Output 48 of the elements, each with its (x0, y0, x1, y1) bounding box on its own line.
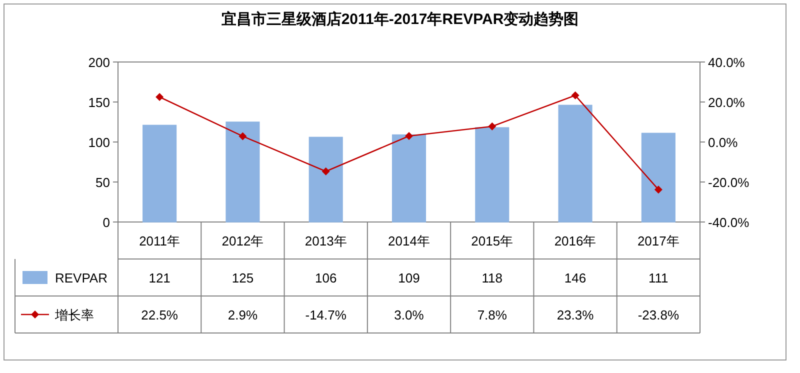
data-label: 23.3% (556, 308, 594, 322)
x-tick-label: 2013年 (304, 234, 347, 248)
point (571, 91, 580, 100)
bar (226, 122, 260, 222)
y2-tick-label: -40.0% (708, 215, 750, 230)
x-tick-label: 2017年 (637, 234, 680, 248)
point (156, 93, 164, 101)
data-label: 121 (148, 270, 170, 286)
x-tick-label: 2015年 (471, 234, 514, 248)
x-tick-label: 2016年 (554, 234, 596, 248)
point (238, 132, 247, 140)
y2-tick-label: -20.0% (708, 175, 750, 190)
x-tick-label: 2011年 (139, 234, 180, 248)
data-label: 146 (564, 270, 586, 286)
point (322, 167, 330, 176)
data-label: 2.9% (228, 308, 258, 322)
x-tick-label: 2012年 (222, 234, 264, 248)
y-tick-label: 50 (96, 175, 110, 190)
data-label: 111 (648, 270, 668, 286)
data-label: 22.5% (141, 308, 178, 322)
y2-tick-label: 40.0% (708, 55, 746, 70)
bar (142, 124, 177, 222)
y-tick-label: 200 (88, 55, 110, 70)
legend-label: 增长率 (54, 308, 94, 322)
x-tick-label: 2014年 (388, 234, 430, 248)
data-label: 118 (482, 270, 503, 286)
bar (392, 134, 426, 222)
bar (558, 104, 592, 222)
chart-title: 宜昌市三星级酒店2011年-2017年REVPAR变动趋势图 (221, 10, 579, 28)
data-label: 125 (232, 270, 254, 286)
point (405, 132, 413, 140)
legend-label: REVPAR (55, 270, 108, 286)
data-label: 106 (315, 270, 337, 286)
data-label: 109 (398, 270, 420, 286)
y-tick-label: 0 (102, 215, 110, 230)
data-label: -23.8% (638, 308, 680, 322)
y-tick-label: 100 (88, 135, 110, 150)
y2-tick-label: 0.0% (708, 135, 738, 150)
data-label: 7.8% (477, 308, 508, 322)
bar (641, 132, 676, 222)
bar (308, 136, 343, 222)
y-tick-label: 150 (88, 95, 110, 110)
data-label: 3.0% (394, 308, 424, 322)
point (488, 122, 496, 130)
point (654, 186, 662, 194)
data-label: -14.7% (305, 308, 347, 322)
y2-tick-label: 20.0% (708, 95, 746, 110)
bar (475, 127, 510, 222)
